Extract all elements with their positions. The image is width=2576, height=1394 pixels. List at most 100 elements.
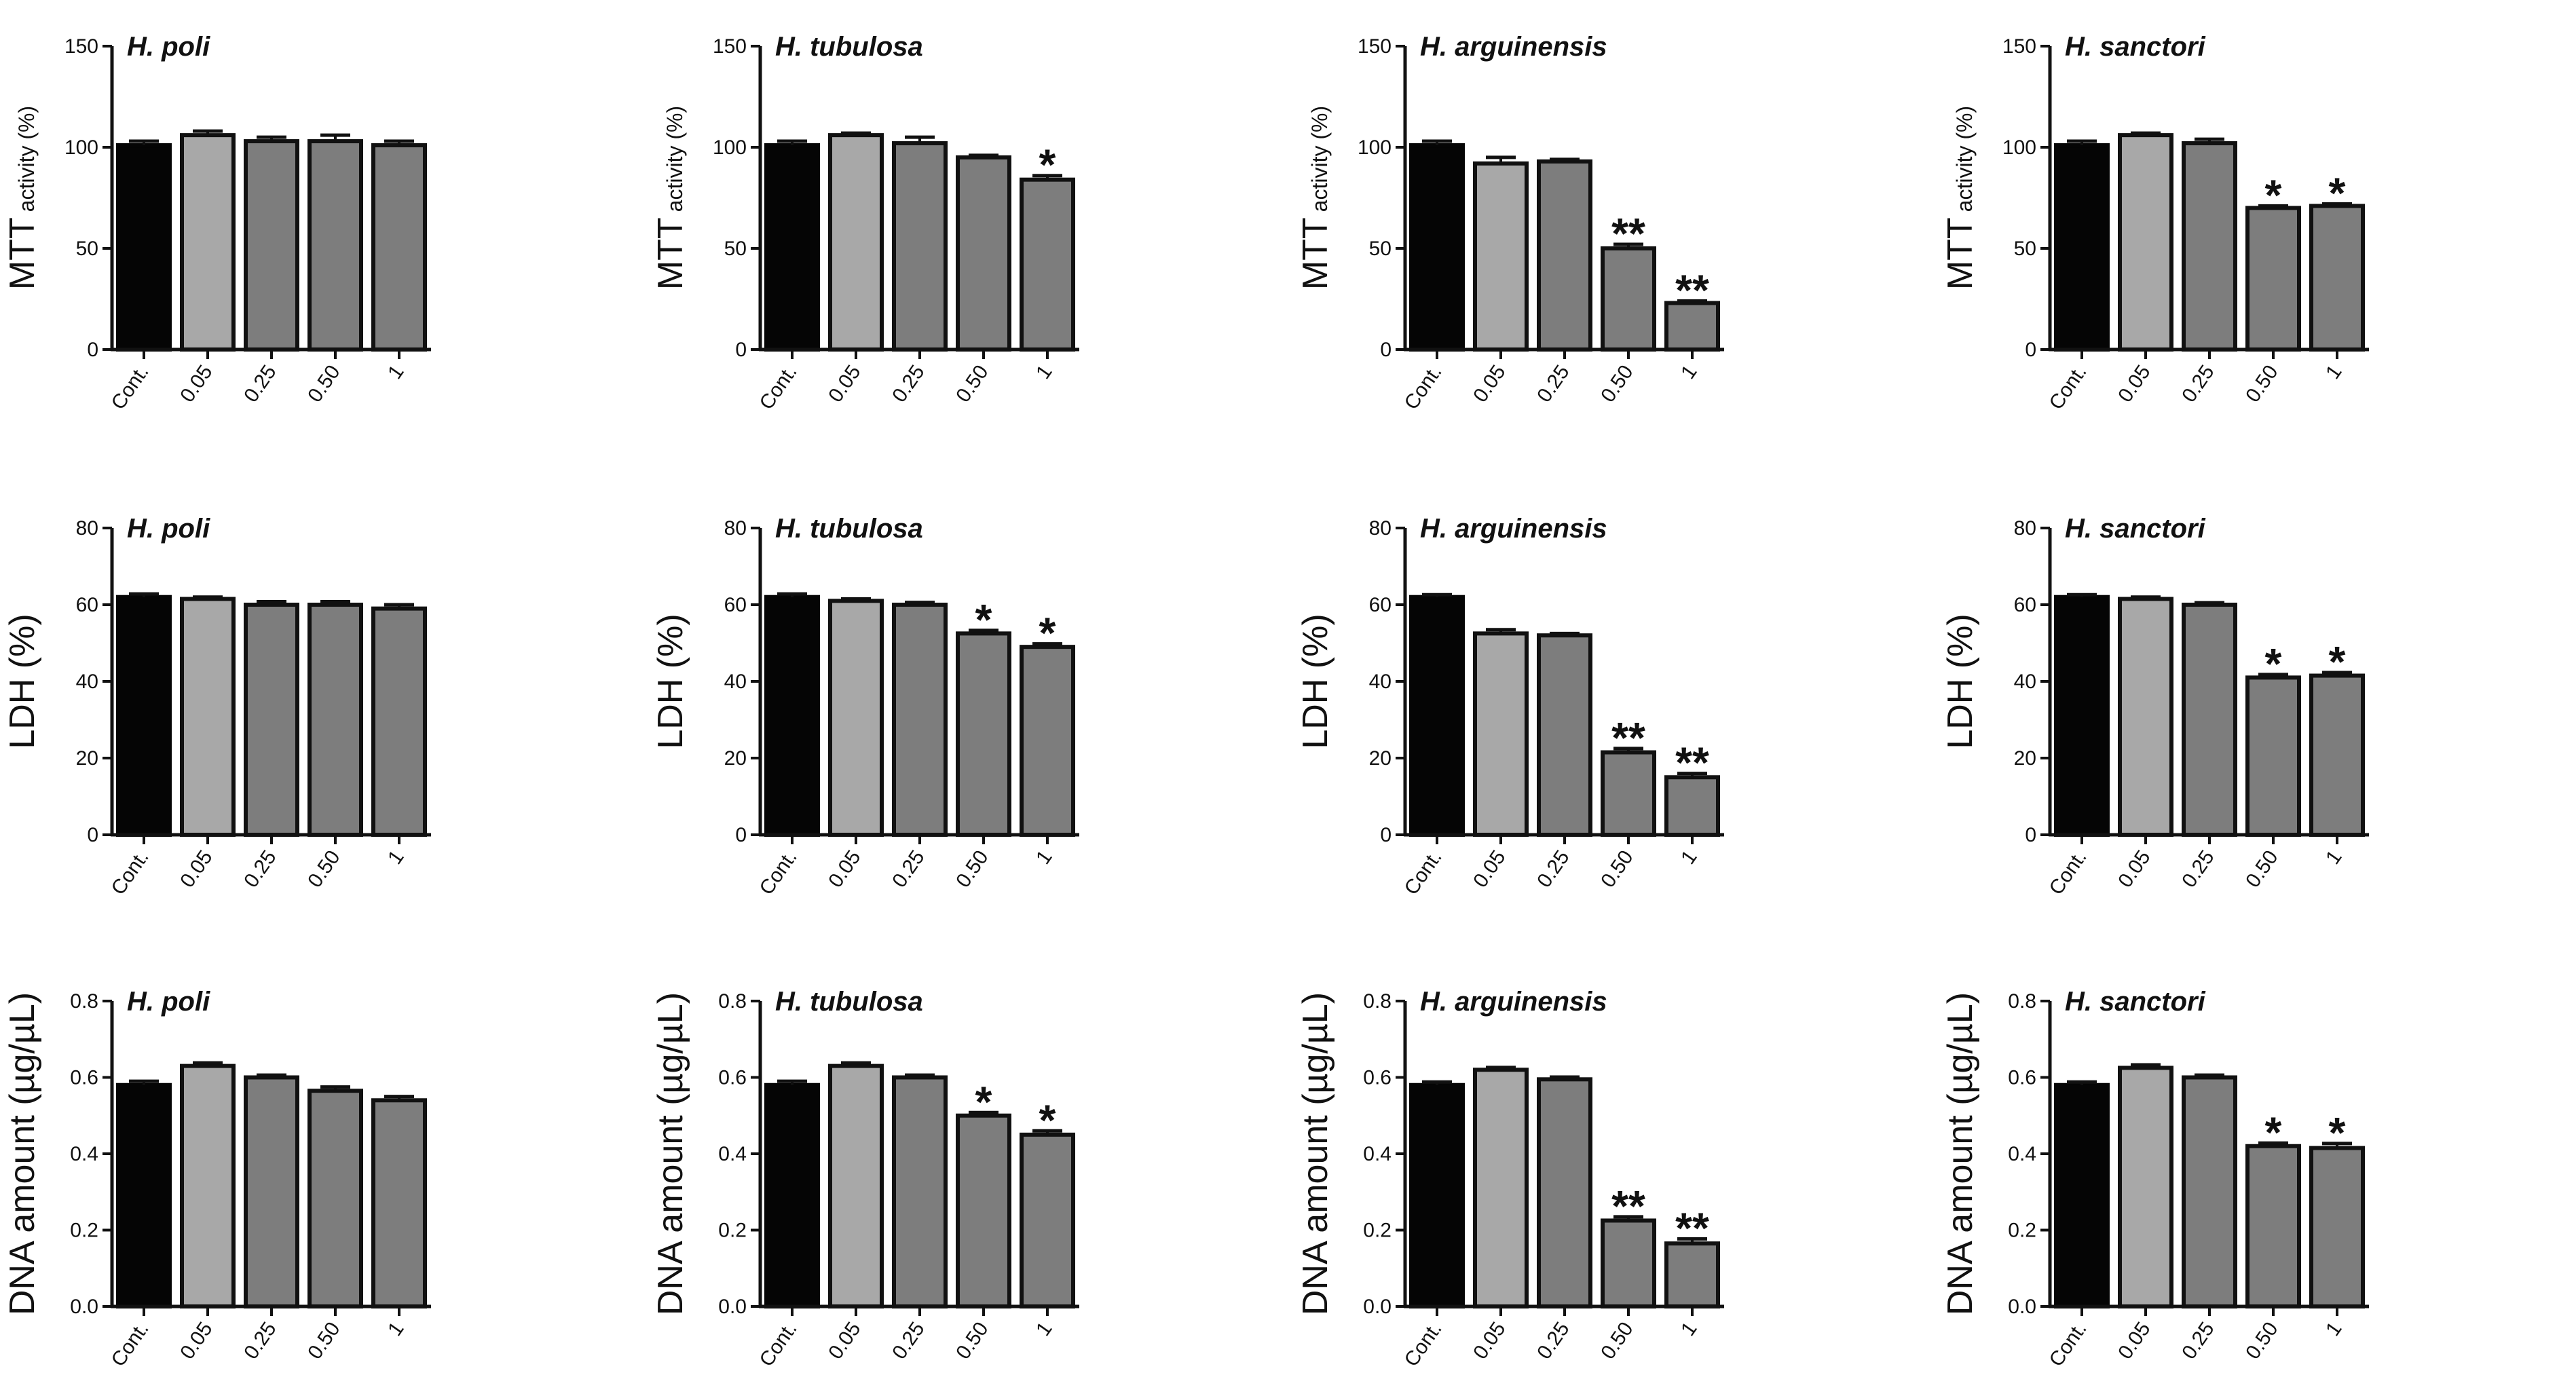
y-axis-label-main: MTT: [1296, 217, 1335, 290]
panel-title: H. poli: [127, 987, 210, 1017]
x-tick-label: 0.50: [303, 1318, 345, 1363]
y-tick-label: 0.8: [1363, 990, 1392, 1013]
y-tick-label: 0.6: [70, 1067, 98, 1089]
bar: [307, 139, 363, 352]
panel-title: H. poli: [127, 514, 210, 544]
y-tick-label: 60: [1369, 594, 1392, 616]
x-tick-label: 0.50: [1597, 846, 1638, 892]
bar: [1601, 750, 1656, 837]
x-tick-label: 0.50: [1597, 361, 1638, 407]
x-tick-label: 1: [384, 361, 409, 383]
significance-marker: *: [1039, 1095, 1056, 1144]
y-tick-label: 100: [713, 136, 747, 159]
bar: [2118, 597, 2173, 837]
bar: [2054, 1082, 2110, 1308]
y-tick-label: 40: [76, 671, 98, 693]
significance-marker: **: [1611, 1182, 1645, 1230]
x-tick-label: Cont.: [2045, 1318, 2091, 1371]
y-tick-label: 0.8: [2008, 990, 2036, 1013]
bar: [2054, 143, 2110, 352]
bar: [1473, 1068, 1529, 1308]
x-tick-label: 0.50: [952, 1318, 993, 1363]
bar: [1473, 161, 1529, 352]
bar: [764, 595, 820, 837]
y-tick-label: 20: [2014, 747, 2036, 770]
bar: [180, 597, 236, 837]
y-axis-label: MTT activity (%): [1296, 106, 1335, 290]
x-tick-label: 0.25: [2178, 1318, 2219, 1363]
x-tick-label: 1: [2321, 361, 2347, 383]
bar: [892, 603, 948, 837]
x-tick-label: Cont.: [1400, 361, 1446, 414]
panel-title: H. arguinensis: [1420, 514, 1607, 544]
y-tick-label: 100: [64, 136, 98, 159]
bar: [307, 1089, 363, 1308]
y-tick-label: 100: [1358, 136, 1392, 159]
bar: [2054, 595, 2110, 837]
bar: [1537, 159, 1592, 352]
x-tick-label: 1: [1032, 361, 1057, 383]
x-tick-label: 0.50: [952, 361, 993, 407]
y-tick-label: 20: [76, 747, 98, 770]
bar: [1409, 1082, 1465, 1308]
significance-marker: *: [2265, 639, 2282, 688]
x-tick-label: 0.25: [240, 846, 281, 892]
significance-marker: *: [975, 1077, 992, 1126]
y-tick-label: 0.6: [718, 1067, 747, 1089]
bar: [2182, 1075, 2237, 1308]
x-tick-label: 0.05: [1469, 361, 1510, 407]
x-tick-label: 0.50: [303, 846, 345, 892]
panel-title: H. arguinensis: [1420, 32, 1607, 62]
x-tick-label: Cont.: [755, 361, 802, 414]
y-tick-label: 0.4: [70, 1143, 98, 1165]
y-tick-label: 0: [735, 824, 747, 846]
y-tick-label: 0: [735, 339, 747, 361]
y-axis-label-main: MTT: [1941, 217, 1980, 290]
y-tick-label: 0.6: [2008, 1067, 2036, 1089]
bar: [828, 1063, 884, 1308]
x-tick-label: 1: [384, 846, 409, 869]
y-tick-label: 60: [724, 594, 747, 616]
x-tick-label: 0.50: [1597, 1318, 1638, 1363]
x-tick-label: 0.50: [2241, 846, 2283, 892]
y-tick-label: 0.2: [718, 1220, 747, 1242]
bar: [116, 143, 172, 352]
y-tick-label: 0.0: [70, 1296, 98, 1318]
significance-marker: *: [975, 595, 992, 644]
bar: [892, 141, 948, 352]
y-axis-label: MTT activity (%): [3, 106, 42, 290]
y-axis-label-sub: activity (%): [662, 106, 687, 212]
significance-marker: **: [1611, 209, 1645, 258]
x-tick-label: Cont.: [2045, 361, 2091, 414]
y-tick-label: 80: [2014, 517, 2036, 540]
y-tick-label: 50: [724, 238, 747, 260]
bar: [1537, 1077, 1592, 1308]
y-tick-label: 100: [2002, 136, 2036, 159]
x-tick-label: 0.25: [888, 846, 929, 892]
y-tick-label: 0.2: [1363, 1220, 1392, 1242]
x-tick-label: 0.05: [2114, 846, 2155, 892]
y-tick-label: 0.6: [1363, 1067, 1392, 1089]
panel-title: H. tubulosa: [775, 987, 923, 1017]
y-axis-label: MTT activity (%): [1941, 106, 1980, 290]
x-tick-label: 1: [2321, 1318, 2347, 1340]
bar: [892, 1075, 948, 1308]
significance-marker: **: [1675, 738, 1709, 787]
y-tick-label: 0: [1380, 824, 1392, 846]
y-axis-label-sub: activity (%): [1952, 106, 1977, 212]
y-tick-label: 80: [1369, 517, 1392, 540]
significance-marker: *: [1039, 140, 1056, 189]
y-axis-label: LDH (%): [3, 614, 42, 749]
panel-title: H. arguinensis: [1420, 987, 1607, 1017]
significance-marker: **: [1611, 713, 1645, 762]
y-tick-label: 80: [724, 517, 747, 540]
x-tick-label: 0.50: [2241, 1318, 2283, 1363]
bar: [1601, 246, 1656, 352]
x-tick-label: Cont.: [755, 846, 802, 899]
y-axis-label: DNA amount (µg/µL): [3, 992, 42, 1315]
bar: [828, 133, 884, 352]
y-tick-label: 20: [1369, 747, 1392, 770]
x-tick-label: 0.25: [1533, 361, 1574, 407]
x-tick-label: 0.50: [952, 846, 993, 892]
y-tick-label: 0.0: [2008, 1296, 2036, 1318]
